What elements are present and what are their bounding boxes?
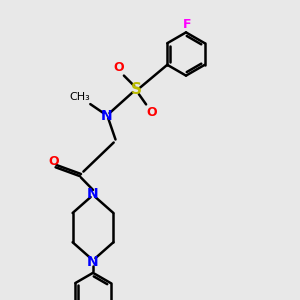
- Text: O: O: [146, 106, 157, 119]
- Text: O: O: [48, 155, 59, 168]
- Text: O: O: [113, 61, 124, 74]
- Text: N: N: [87, 255, 99, 269]
- Text: F: F: [183, 17, 192, 31]
- Text: S: S: [131, 82, 142, 98]
- Text: CH₃: CH₃: [69, 92, 90, 103]
- Text: N: N: [101, 109, 112, 122]
- Text: N: N: [87, 187, 99, 200]
